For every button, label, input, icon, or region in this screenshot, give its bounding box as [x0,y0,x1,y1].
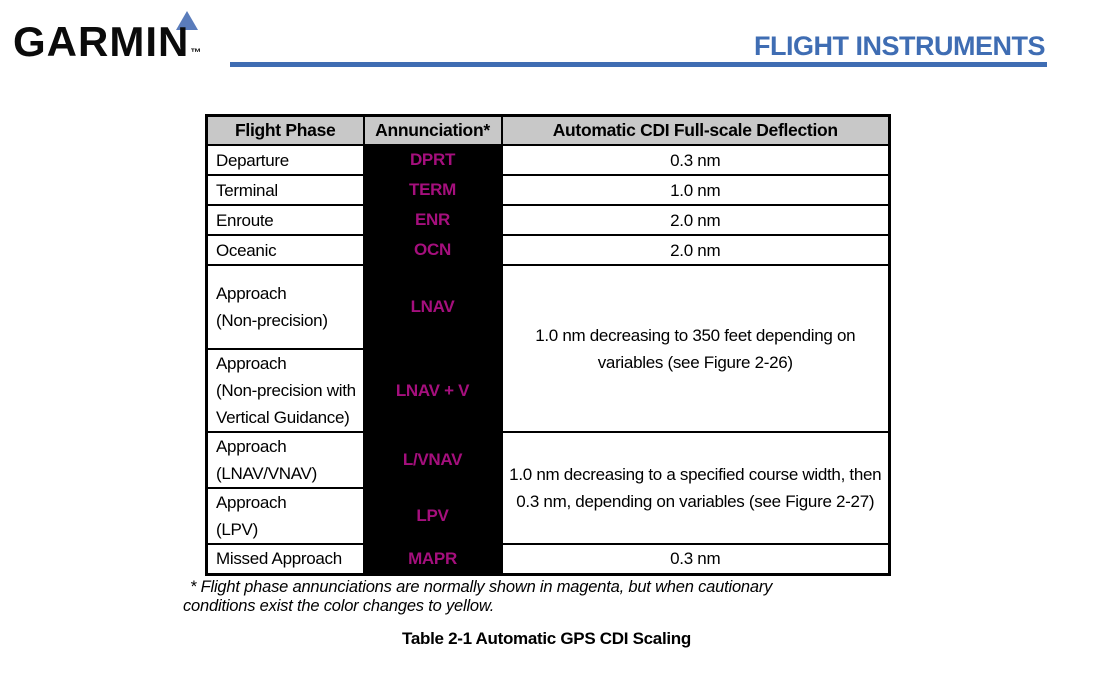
table-row-oceanic: Oceanic OCN 2.0 nm [205,234,891,266]
table-row-approach-npv: Approach (Non-precision with Vertical Gu… [205,348,890,433]
table-row-enroute: Enroute ENR 2.0 nm [205,204,891,236]
phase-cell: Enroute [205,204,365,236]
cdi-scaling-table: Flight Phase Annunciation* Automatic CDI… [205,114,891,576]
annunciation-cell: MAPR [362,543,503,575]
table-footnote: * Flight phase annunciations are normall… [183,578,773,615]
phase-cell: Approach (Non-precision) [205,264,365,350]
garmin-delta-icon [176,11,198,30]
phase-cell: Approach (Non-precision with Vertical Gu… [205,348,365,433]
table-row-terminal: Terminal TERM 1.0 nm [205,174,891,206]
table-row-missed-approach: Missed Approach MAPR 0.3 nm [205,543,891,575]
deflection-cell-merged: 1.0 nm decreasing to a specified course … [500,431,891,545]
deflection-cell: 2.0 nm [500,234,891,266]
deflection-cell-merged: 1.0 nm decreasing to 350 feet depending … [500,264,891,433]
annunciation-cell: LNAV + V [362,348,503,433]
table-row-approach-lnav-vnav: Approach (LNAV/VNAV) L/VNAV 1.0 nm decre… [205,431,891,545]
garmin-logo: GARMIN™ [13,0,243,80]
annunciation-cell: L/VNAV [362,431,503,489]
annunciation-cell: ENR [362,204,503,236]
annunciation-cell: DPRT [362,144,503,176]
annunciation-cell: OCN [362,234,503,266]
deflection-cell: 0.3 nm [500,144,891,176]
annunciation-cell: LNAV [362,264,503,350]
column-header-annunciation: Annunciation* [362,114,503,146]
phase-cell: Departure [205,144,365,176]
annunciation-cell: LPV [362,487,503,545]
table-caption: Table 2-1 Automatic GPS CDI Scaling [402,629,691,648]
brand-name: GARMIN [13,18,190,65]
header-rule-divider [230,62,1047,67]
phase-cell: Terminal [205,174,365,206]
table-row-approach-lpv: Approach (LPV) LPV [205,487,890,545]
column-header-flight-phase: Flight Phase [205,114,365,146]
phase-cell: Missed Approach [205,543,365,575]
phase-cell: Approach (LPV) [205,487,365,545]
deflection-cell: 1.0 nm [500,174,891,206]
table-row-approach-np: Approach (Non-precision) LNAV 1.0 nm dec… [205,264,891,433]
column-header-deflection: Automatic CDI Full-scale Deflection [500,114,891,146]
deflection-cell: 0.3 nm [500,543,891,575]
table-header-row: Flight Phase Annunciation* Automatic CDI… [205,114,891,146]
table-row-departure: Departure DPRT 0.3 nm [205,144,891,176]
page-section-title: FLIGHT INSTRUMENTS [754,31,1045,61]
deflection-cell: 2.0 nm [500,204,891,236]
phase-cell: Oceanic [205,234,365,266]
garmin-logo-text: GARMIN™ [13,21,202,73]
annunciation-cell: TERM [362,174,503,206]
trademark-symbol: ™ [190,47,202,59]
phase-cell: Approach (LNAV/VNAV) [205,431,365,489]
